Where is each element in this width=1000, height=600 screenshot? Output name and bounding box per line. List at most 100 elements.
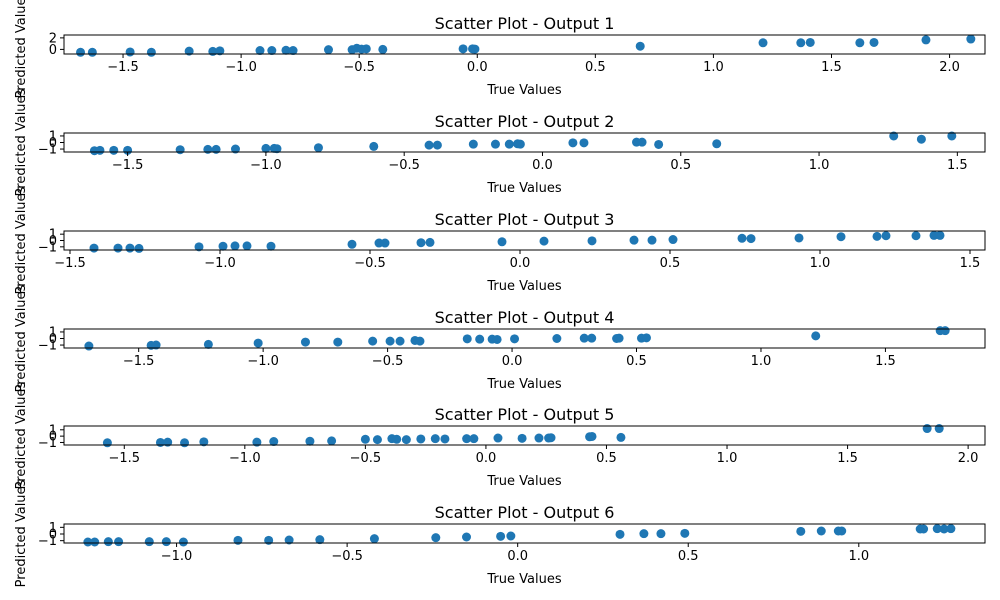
- x-tick-label: 0.0: [507, 549, 528, 564]
- data-point: [668, 235, 678, 245]
- data-point: [218, 241, 228, 251]
- data-point: [230, 144, 240, 154]
- y-tick-label: −1: [38, 143, 57, 158]
- x-tick-label: 1.0: [810, 256, 831, 271]
- data-point: [266, 241, 276, 251]
- y-axis-label: Predicted Values: [14, 88, 29, 196]
- data-point: [635, 41, 645, 51]
- data-point: [372, 435, 382, 445]
- chart-title: Scatter Plot - Output 5: [435, 405, 615, 424]
- data-point: [616, 432, 626, 442]
- y-tick-label: 1: [49, 228, 57, 243]
- data-point: [323, 45, 333, 55]
- data-point: [76, 47, 86, 57]
- data-point: [125, 243, 135, 253]
- data-point: [134, 243, 144, 253]
- y-tick-label: −1: [38, 534, 57, 549]
- x-tick-label: −1.0: [204, 256, 236, 271]
- data-point: [432, 140, 442, 150]
- data-point: [939, 524, 949, 534]
- data-point: [253, 338, 263, 348]
- data-point: [369, 141, 379, 151]
- data-point: [811, 331, 821, 341]
- data-point: [300, 337, 310, 347]
- x-tick-label: 1.5: [875, 354, 896, 369]
- x-axis-label: True Values: [486, 572, 561, 587]
- data-point: [462, 532, 472, 542]
- data-point: [113, 243, 123, 253]
- data-point: [680, 528, 690, 538]
- data-point: [490, 139, 500, 149]
- x-tick-label: 0.5: [678, 549, 699, 564]
- x-tick-label: 0.0: [476, 451, 497, 466]
- data-point: [368, 336, 378, 346]
- y-tick-label: 1: [49, 325, 57, 340]
- data-point: [313, 143, 323, 153]
- data-points: [84, 326, 950, 351]
- data-point: [440, 434, 450, 444]
- data-point: [758, 38, 768, 48]
- chart-title: Scatter Plot - Output 6: [435, 503, 615, 522]
- data-point: [966, 34, 976, 44]
- x-tick-label: −1.5: [112, 158, 144, 173]
- data-point: [255, 46, 265, 56]
- data-point: [416, 238, 426, 248]
- data-point: [424, 140, 434, 150]
- data-point: [327, 436, 337, 446]
- x-tick-label: −1.0: [225, 60, 257, 75]
- x-tick-label: 1.5: [821, 60, 842, 75]
- x-tick-label: −0.5: [350, 451, 382, 466]
- y-tick-label: −1: [38, 240, 57, 255]
- data-point: [934, 424, 944, 434]
- x-tick-label: 1.5: [947, 158, 968, 173]
- data-point: [211, 144, 221, 154]
- data-point: [587, 431, 597, 441]
- y-tick-label: 2: [49, 31, 57, 46]
- chart-title: Scatter Plot - Output 4: [435, 308, 615, 327]
- data-point: [184, 46, 194, 56]
- chart-title: Scatter Plot - Output 2: [435, 112, 615, 131]
- x-tick-label: 2.0: [939, 60, 960, 75]
- data-point: [916, 134, 926, 144]
- plot-frame: [63, 34, 986, 55]
- data-point: [534, 433, 544, 443]
- data-point: [175, 145, 185, 155]
- data-point: [647, 235, 657, 245]
- x-tick-label: −1.5: [107, 60, 139, 75]
- x-axis-label: True Values: [486, 474, 561, 489]
- x-tick-label: 1.0: [703, 60, 724, 75]
- data-point: [539, 236, 549, 246]
- data-point: [125, 47, 135, 57]
- data-point: [510, 334, 520, 344]
- data-point: [946, 524, 956, 534]
- data-point: [889, 131, 899, 141]
- plot-frame: [63, 328, 986, 349]
- y-tick-label: 1: [49, 423, 57, 438]
- y-axis-label: Predicted Values: [14, 0, 29, 98]
- data-point: [552, 334, 562, 343]
- data-point: [178, 537, 188, 547]
- data-point: [431, 533, 441, 543]
- x-tick-label: 0.5: [660, 256, 681, 271]
- data-point: [922, 424, 932, 434]
- data-point: [517, 433, 527, 443]
- data-point: [629, 235, 639, 245]
- x-tick-label: 2.0: [958, 451, 979, 466]
- data-point: [496, 531, 506, 541]
- x-tick-label: 0.5: [670, 158, 691, 173]
- data-point: [805, 37, 815, 47]
- data-point: [504, 139, 514, 149]
- data-point: [281, 45, 291, 55]
- data-point: [215, 46, 225, 56]
- y-tick-label: 0: [49, 43, 57, 58]
- data-point: [369, 534, 379, 544]
- data-point: [497, 237, 507, 247]
- data-point: [199, 437, 209, 447]
- data-point: [492, 334, 502, 344]
- data-point: [395, 336, 405, 346]
- data-point: [380, 238, 390, 248]
- data-point: [84, 341, 94, 351]
- data-point: [103, 537, 113, 547]
- data-point: [568, 138, 578, 148]
